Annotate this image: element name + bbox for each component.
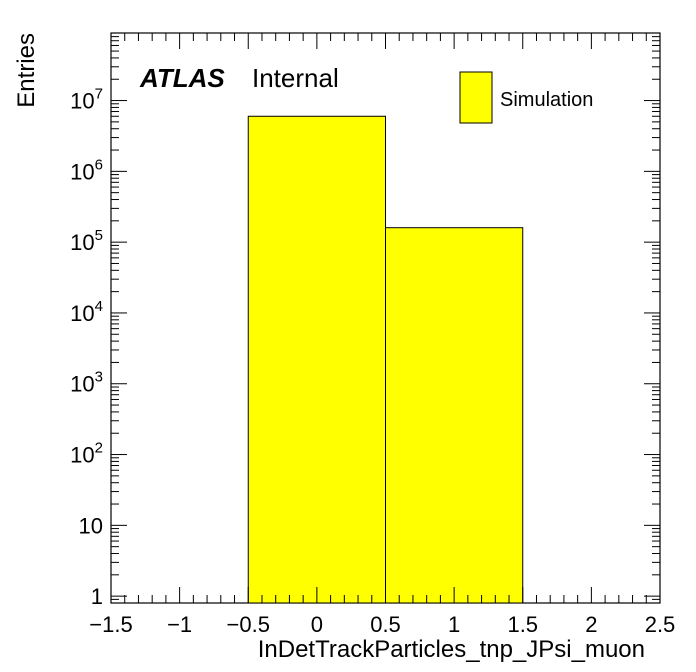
y-tick-label: 1 bbox=[91, 584, 103, 609]
y-tick-label: 10 bbox=[79, 513, 103, 538]
y-tick-label: 102 bbox=[70, 440, 103, 468]
atlas-label: ATLAS bbox=[139, 63, 225, 93]
x-tick-label: −1 bbox=[167, 612, 192, 637]
histogram-bars bbox=[247, 115, 524, 604]
x-tick-label: 1.5 bbox=[507, 612, 538, 637]
x-tick-label: −0.5 bbox=[227, 612, 270, 637]
x-tick-labels: −1.5 −1 −0.5 0 0.5 1 1.5 2 2.5 bbox=[89, 612, 675, 637]
axis-ticks bbox=[110, 32, 661, 604]
x-tick-label: 0 bbox=[311, 612, 323, 637]
x-tick-label: 2.5 bbox=[645, 612, 676, 637]
internal-label: Internal bbox=[252, 63, 339, 93]
x-tick-label: 1 bbox=[448, 612, 460, 637]
y-tick-label: 103 bbox=[70, 369, 103, 397]
histogram-bar bbox=[247, 115, 386, 604]
x-axis-title: InDetTrackParticles_tnp_JPsi_muon bbox=[258, 636, 645, 663]
y-tick-label: 107 bbox=[70, 86, 103, 114]
x-tick-label: 2 bbox=[585, 612, 597, 637]
x-tick-label: 0.5 bbox=[370, 612, 401, 637]
x-tick-label: −1.5 bbox=[89, 612, 132, 637]
y-tick-label: 105 bbox=[70, 227, 103, 255]
legend-entry-simulation: Simulation bbox=[500, 89, 593, 111]
legend-swatch bbox=[459, 71, 493, 124]
y-tick-labels: 1 10 102 103 104 105 106 107 bbox=[70, 86, 103, 610]
histogram-bar bbox=[385, 227, 524, 604]
y-tick-label: 106 bbox=[70, 156, 103, 184]
y-tick-label: 104 bbox=[70, 298, 103, 326]
y-axis-title: Entries bbox=[13, 33, 40, 108]
